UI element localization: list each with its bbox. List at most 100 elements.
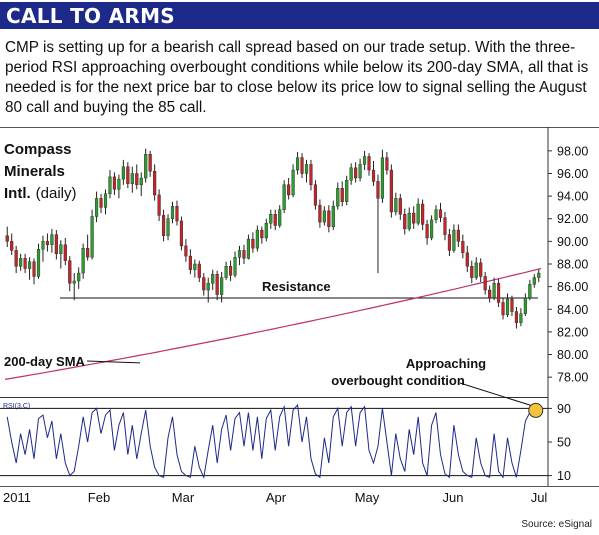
candle-up [537,272,541,278]
candle-up [27,261,32,269]
candle-down [157,194,161,216]
candle-up [139,177,143,185]
candle-down [443,217,447,235]
rsi-tick-label: 10 [557,469,571,483]
candle-down [309,164,313,185]
candle-down [23,258,27,269]
candle-up [394,198,398,213]
intro-paragraph: CMP is setting up for a bearish call spr… [5,39,589,116]
candle-up [77,272,81,282]
candle-down [86,247,90,258]
candle-down [14,250,18,267]
candle-down [465,252,469,267]
candle-up [193,263,197,270]
candle-down [389,169,393,213]
x-axis-label: Mar [172,490,195,505]
chart-title-period: (daily) [36,185,77,202]
annotation-line-1: Approaching [406,356,486,371]
price-tick-label: 86.00 [557,280,588,294]
rsi-line [6,403,539,480]
candle-up [434,209,438,221]
candle-down [54,234,58,255]
candle-up [429,219,434,239]
candle-up [295,157,300,171]
chart-title-company-suffix: Intl. [4,185,31,202]
candle-down [403,214,407,230]
candle-up [224,266,228,278]
candle-down [45,241,50,245]
candle-up [474,262,478,278]
resistance-label: Resistance [262,279,331,294]
candle-down [63,244,67,261]
candle-down [483,276,487,291]
candle-down [10,241,14,251]
chart: 98.00 96.00 94.00 92.00 90.00 88.00 86.00 84.00… [0,127,599,505]
candle-up [220,277,224,295]
candle-down [126,166,130,184]
candle-down [412,212,416,224]
candle-up [166,218,170,236]
candle-down [161,215,166,236]
candle-up [322,210,326,223]
candle-down [287,184,291,196]
candle-down [447,234,452,251]
chart-title-line-1: Compass [4,141,72,158]
candle-up [90,216,94,258]
candle-down [202,277,206,291]
candle-down [228,266,233,276]
price-tick-label: 84.00 [557,303,588,317]
candle-down [385,157,389,171]
x-axis-label: Apr [266,490,287,505]
candle-down [488,289,492,299]
chart-frame [0,127,599,487]
candle-down [367,156,371,171]
candle-down [197,263,201,278]
candle-up [358,164,362,179]
overbought-highlight-circle [528,402,544,418]
sma-line [4,267,542,380]
candle-up [246,238,251,259]
candle-down [470,266,474,278]
sma-leader-line [86,360,141,364]
candle-down [496,283,501,303]
annotation-line-2: overbought condition [331,373,465,388]
candle-up [291,169,295,196]
price-tick-label: 80.00 [557,348,588,362]
candle-down [327,210,331,227]
candle-down [260,229,264,239]
candle-up [130,173,134,184]
candle-down [175,206,179,222]
candle-up [349,167,353,181]
candle-up [108,176,112,195]
x-axis-label: May [355,490,380,505]
price-tick-label: 78.00 [557,371,588,385]
candle-up [505,298,510,316]
candle-down [479,262,483,277]
candle-down [354,167,358,179]
candle-up [19,258,23,267]
price-tick-label: 92.00 [557,212,588,226]
candle-down [425,224,429,239]
candle-up [407,212,411,230]
candle-down [179,220,184,247]
rsi-tick-label: 50 [557,436,571,450]
price-tick-label: 98.00 [557,144,588,158]
price-tick-label: 90.00 [557,235,588,249]
candle-down [398,198,402,215]
price-tick-label: 94.00 [557,190,588,204]
candle-up [144,154,148,179]
candle-down [273,214,277,226]
candle-down [461,241,465,253]
candle-up [362,156,367,165]
candle-down [438,209,443,218]
candle-up [121,166,125,180]
candle-up [278,209,282,226]
x-axis-label: Feb [88,490,110,505]
price-tick-label: 88.00 [557,258,588,272]
candle-down [514,311,519,324]
annotation-leader-line [459,382,531,406]
candle-up [36,249,41,277]
candle-down [68,260,72,284]
x-axis-label: 2011 [3,490,31,505]
price-tick-label: 96.00 [557,167,588,181]
